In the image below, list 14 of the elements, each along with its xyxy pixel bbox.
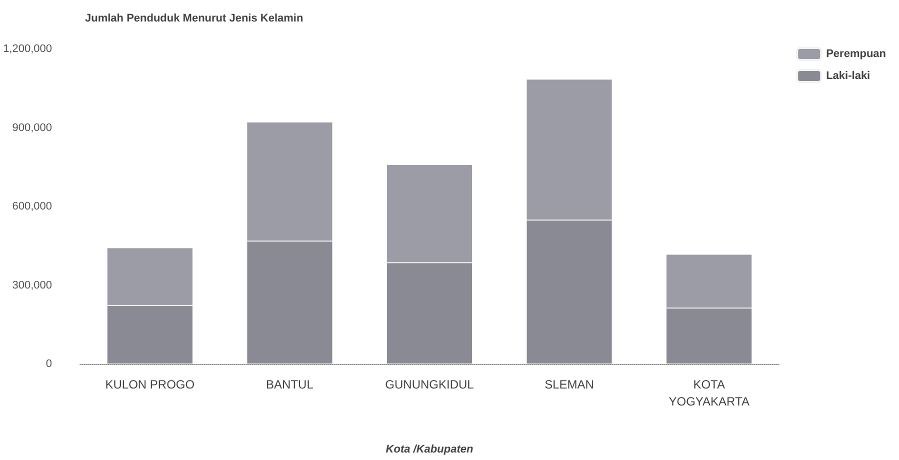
legend-label: Laki-laki <box>826 70 870 82</box>
legend-label: Perempuan <box>826 48 886 60</box>
x-tick-label: BANTUL <box>266 378 314 392</box>
x-tick-label: KULON PROGO <box>105 378 195 392</box>
x-tick-label: KOTA YOGYAKARTA <box>668 378 750 408</box>
x-axis-title: Kota /Kabupaten <box>386 444 474 456</box>
y-tick-label: 900,000 <box>12 122 52 134</box>
chart-title: Jumlah Penduduk Menurut Jenis Kelamin <box>85 12 304 24</box>
y-tick-label: 1,200,000 <box>3 43 52 55</box>
y-tick-label: 300,000 <box>12 279 52 292</box>
x-tick-label: GUNUNGKIDUL <box>385 378 474 392</box>
y-tick-label: 0 <box>46 358 52 370</box>
x-tick-label: SLEMAN <box>544 378 594 392</box>
y-tick-label: 600,000 <box>12 200 52 212</box>
